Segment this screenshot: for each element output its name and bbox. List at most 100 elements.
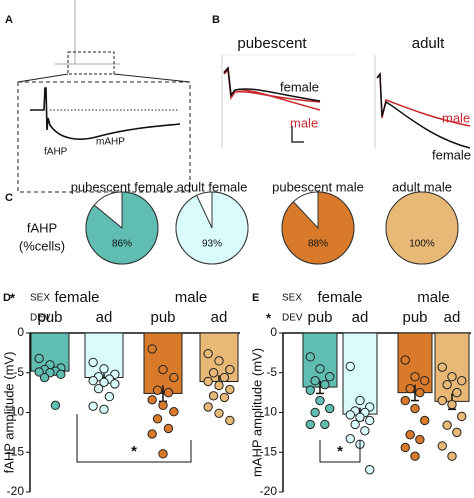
pie-value-label: 86% — [112, 239, 132, 250]
data-point — [345, 434, 355, 444]
trace-label: fAHP — [44, 147, 68, 158]
data-point — [410, 403, 420, 414]
data-point — [400, 395, 410, 406]
data-point — [325, 372, 335, 382]
data-point — [34, 367, 44, 377]
data-point — [452, 427, 462, 438]
y-tick-label: -15 — [260, 444, 278, 458]
data-point — [305, 385, 315, 395]
data-point — [437, 362, 447, 372]
data-point — [365, 465, 375, 475]
data-point — [437, 395, 447, 406]
data-point — [405, 430, 415, 440]
data-point — [447, 399, 457, 410]
x-tick-label: pub — [37, 309, 62, 326]
y-axis-label: mAHP amplitude (mV) — [249, 348, 264, 477]
data-point — [147, 395, 157, 405]
row-label: DEV — [282, 313, 303, 324]
data-point — [415, 434, 425, 445]
male-trace — [223, 68, 321, 103]
y-tick-label: -20 — [7, 484, 25, 498]
significance-bracket — [76, 414, 192, 463]
data-point — [360, 426, 370, 436]
data-point — [437, 441, 447, 451]
bar — [143, 332, 183, 394]
group-label: female — [317, 289, 362, 306]
x-tick-label: ad — [96, 309, 113, 326]
trace-label: male — [290, 115, 318, 130]
data-point — [442, 420, 452, 430]
data-point — [410, 451, 420, 461]
y-tick-label: -10 — [7, 405, 25, 419]
data-point — [420, 376, 430, 386]
significance-label: * — [131, 443, 137, 460]
trace-title: adult — [412, 35, 445, 52]
effect-mark: * — [266, 310, 272, 325]
data-point — [99, 364, 109, 374]
data-point — [310, 376, 320, 386]
data-point — [457, 376, 467, 386]
pie-title: adult male — [392, 179, 452, 194]
zoom-line — [113, 73, 191, 83]
trace-label: female — [280, 79, 319, 94]
data-point — [169, 372, 179, 383]
panel-label: A — [5, 14, 13, 26]
pie-value-label: 100% — [409, 239, 435, 250]
data-point — [305, 419, 315, 430]
data-point — [34, 353, 44, 364]
pie-ylabel: (%cells) — [19, 238, 65, 253]
data-point — [203, 348, 213, 359]
bar — [434, 332, 470, 402]
data-point — [158, 449, 168, 459]
data-point — [415, 387, 425, 398]
data-point — [104, 391, 115, 402]
panel-label: E — [252, 292, 259, 304]
data-point — [88, 376, 98, 386]
data-point — [225, 364, 235, 375]
data-point — [50, 400, 61, 411]
pie-title: adult female — [177, 179, 248, 194]
data-point — [152, 414, 163, 424]
data-point — [405, 383, 415, 394]
data-point — [452, 387, 462, 398]
y-tick-label: 0 — [270, 325, 277, 339]
panel-label: D — [3, 292, 11, 304]
data-point — [400, 355, 410, 365]
data-point — [147, 429, 157, 439]
data-point — [345, 361, 355, 372]
data-point — [99, 377, 109, 387]
pie-ylabel: fAHP — [27, 220, 57, 235]
data-point — [325, 403, 335, 414]
data-point — [208, 391, 219, 401]
ahp-trace — [30, 87, 181, 140]
data-point — [152, 385, 163, 395]
y-tick-label: -5 — [13, 365, 24, 379]
data-point — [447, 451, 457, 461]
data-point — [208, 368, 219, 378]
data-point — [158, 400, 168, 411]
data-point — [447, 372, 457, 382]
y-tick-label: 0 — [17, 325, 24, 339]
data-point — [88, 401, 98, 411]
data-point — [99, 404, 109, 415]
y-axis-label: fAHP amplitude (mV) — [1, 352, 16, 474]
data-point — [225, 384, 235, 395]
y-tick-label: -5 — [266, 365, 277, 379]
pie-slice — [175, 191, 249, 265]
data-point — [56, 369, 66, 380]
data-point — [163, 387, 174, 398]
x-tick-label: ad — [352, 309, 369, 326]
data-point — [203, 402, 213, 412]
data-point — [169, 407, 179, 417]
data-point — [350, 419, 360, 430]
y-tick-label: -15 — [7, 444, 25, 458]
pie-slice — [281, 191, 355, 265]
trace-title: pubescent — [237, 35, 307, 52]
row-label: SEX — [30, 293, 50, 304]
data-point — [355, 412, 365, 422]
trace-label: female — [432, 147, 471, 162]
data-point — [320, 379, 330, 390]
data-point — [225, 415, 235, 426]
group-label: male — [417, 289, 450, 306]
data-point — [457, 411, 467, 422]
